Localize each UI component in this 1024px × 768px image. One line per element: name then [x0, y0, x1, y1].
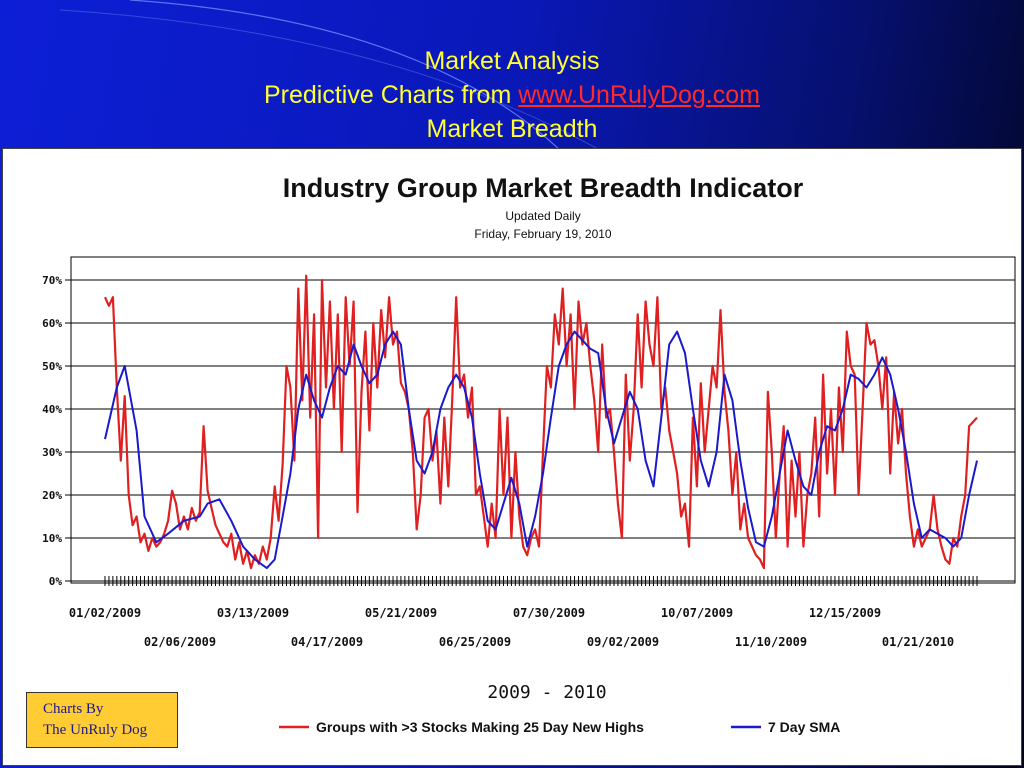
x-tick-label: 10/07/2009 — [661, 606, 733, 620]
slide-title-prefix: Predictive Charts from — [264, 81, 519, 109]
slide-title-line1: Market Analysis — [424, 47, 600, 75]
slide-title-line3: Market Breadth — [426, 115, 598, 143]
credit-line1: Charts By — [43, 701, 104, 717]
y-tick-label: 20% — [42, 489, 62, 502]
legend-label-new-highs: Groups with >3 Stocks Making 25 Day New … — [316, 719, 644, 735]
chart-title: Industry Group Market Breadth Indicator — [283, 173, 804, 203]
y-tick-label: 30% — [42, 446, 62, 459]
slide-background-swoosh — [59, 0, 601, 150]
x-axis-tick-marks — [104, 576, 978, 586]
series-layer — [103, 274, 978, 570]
plot-area — [70, 256, 1016, 584]
slide-title-line2: Predictive Charts from www.UnRulyDog.com — [0, 78, 1024, 112]
x-tick-label: 01/02/2009 — [69, 606, 141, 620]
y-tick-label: 70% — [42, 274, 62, 287]
y-tick-label: 10% — [42, 532, 62, 545]
chart-date-line: Friday, February 19, 2010 — [474, 227, 612, 241]
chart-subtitle: Updated Daily — [505, 209, 580, 223]
x-tick-label: 09/02/2009 — [587, 635, 659, 649]
x-tick-label: 06/25/2009 — [439, 635, 511, 649]
unrulydog-link[interactable]: www.UnRulyDog.com — [518, 81, 760, 109]
y-tick-label: 40% — [42, 403, 62, 416]
y-tick-label: 0% — [49, 575, 63, 588]
credit-line2: The UnRuly Dog — [43, 722, 148, 738]
x-tick-label: 05/21/2009 — [365, 606, 437, 620]
x-tick-label: 12/15/2009 — [809, 606, 881, 620]
breadth-chart: Industry Group Market Breadth Indicator … — [42, 173, 1016, 735]
x-tick-label: 03/13/2009 — [217, 606, 289, 620]
x-axis-ticks: 01/02/2009 03/13/2009 05/21/2009 07/30/2009… — [69, 606, 954, 649]
x-tick-label: 04/17/2009 — [291, 635, 363, 649]
y-tick-label: 50% — [42, 360, 62, 373]
y-axis-ticks: 0% 10% 20% 30% 40% 50% 60% 70% — [42, 274, 71, 588]
x-tick-label: 01/21/2010 — [882, 635, 954, 649]
chart-legend: Groups with >3 Stocks Making 25 Day New … — [279, 719, 840, 735]
y-tick-label: 60% — [42, 317, 62, 330]
chart-panel: Industry Group Market Breadth Indicator … — [2, 148, 1022, 766]
slide-title: Market Analysis Predictive Charts from w… — [0, 44, 1024, 146]
legend-label-sma: 7 Day SMA — [768, 719, 840, 735]
credit-box: Charts By The UnRuly Dog — [26, 692, 178, 748]
x-tick-label: 11/10/2009 — [735, 635, 807, 649]
x-tick-label: 07/30/2009 — [513, 606, 585, 620]
x-axis-label: 2009 - 2010 — [487, 682, 606, 703]
series-line-sma — [104, 330, 978, 570]
x-tick-label: 02/06/2009 — [144, 635, 216, 649]
series-line-new-highs — [103, 274, 978, 570]
